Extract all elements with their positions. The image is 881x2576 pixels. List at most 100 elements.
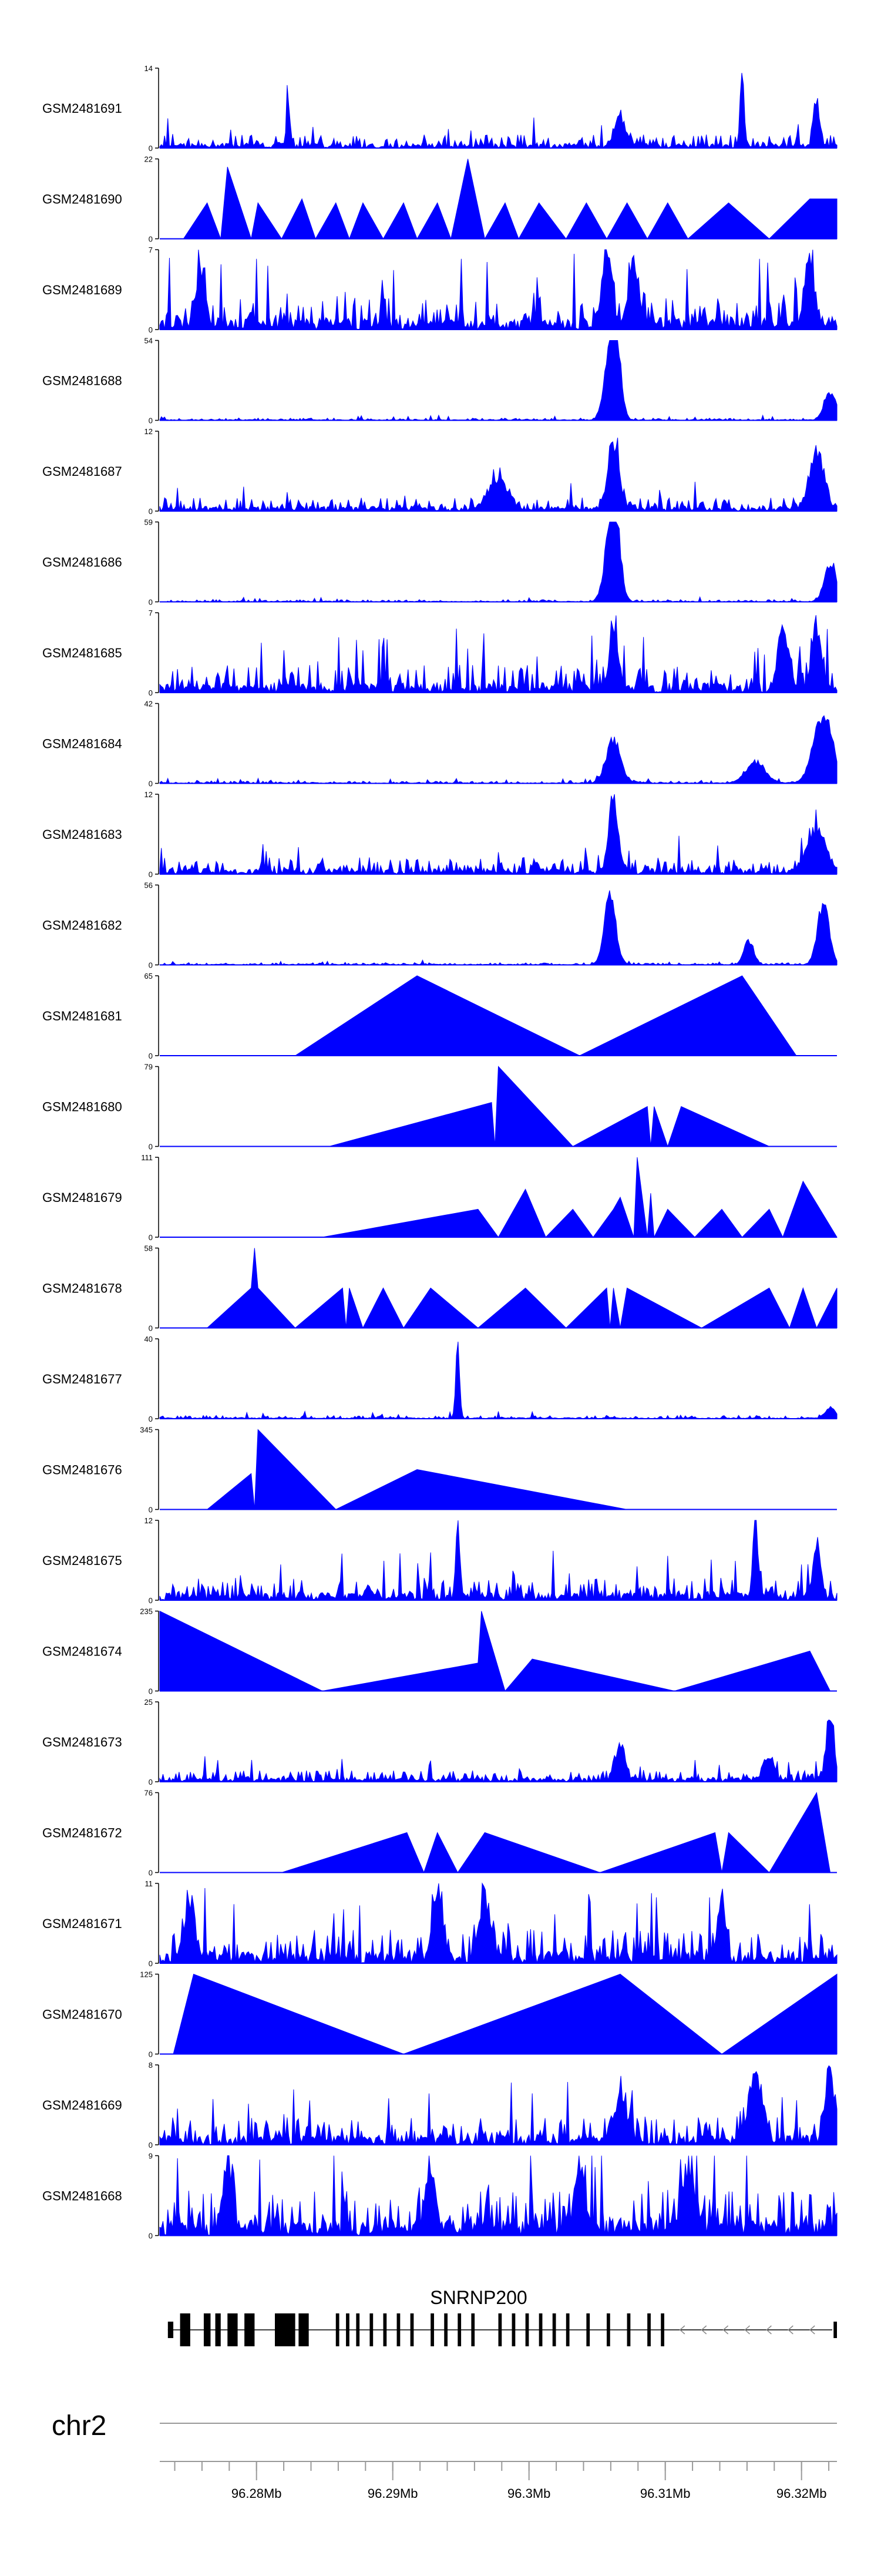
track-GSM2481688: GSM2481688 54 0 — [42, 337, 838, 425]
strand-chevron — [701, 2325, 707, 2335]
gene-label: SNRNP200 — [430, 2287, 527, 2308]
signal-area — [159, 1719, 838, 1783]
y-tick-label-zero: 0 — [149, 1506, 153, 1514]
exon-block — [444, 2313, 448, 2346]
exon-block — [498, 2313, 502, 2346]
signal-area — [294, 975, 797, 1056]
track-label: GSM2481675 — [42, 1553, 122, 1568]
y-tick-label-zero: 0 — [149, 2141, 153, 2150]
track-GSM2481670: GSM2481670 125 0 — [42, 1970, 838, 2059]
strand-chevron — [788, 2325, 793, 2335]
y-tick-label-max: 42 — [144, 700, 153, 708]
exon-block — [627, 2313, 631, 2346]
signal-area — [159, 438, 838, 512]
track-GSM2481676: GSM2481676 345 0 — [42, 1426, 837, 1514]
y-tick-label-zero: 0 — [149, 1324, 153, 1333]
y-tick-label-max: 14 — [144, 64, 153, 73]
signal-area — [159, 715, 838, 784]
y-tick-label-zero: 0 — [149, 507, 153, 516]
signal-area — [159, 615, 838, 694]
track-GSM2481691: GSM2481691 14 0 — [42, 64, 838, 153]
track-label: GSM2481673 — [42, 1735, 122, 1749]
track-label: GSM2481672 — [42, 1826, 122, 1841]
signal-area — [173, 1973, 838, 2055]
y-tick-label-zero: 0 — [149, 2232, 153, 2241]
exon-block — [647, 2313, 651, 2346]
signal-area — [159, 1882, 838, 1964]
y-tick-label-max: 79 — [144, 1063, 153, 1072]
track-GSM2481668: GSM2481668 9 0 — [42, 2152, 838, 2241]
y-tick-label-zero: 0 — [149, 598, 153, 607]
y-tick-label-zero: 0 — [149, 1596, 153, 1605]
y-tick-label-zero: 0 — [149, 688, 153, 697]
track-label: GSM2481679 — [42, 1190, 122, 1205]
y-tick-label-max: 12 — [144, 427, 153, 436]
exon-block — [471, 2313, 475, 2346]
y-tick-label-max: 76 — [144, 1789, 153, 1798]
track-label: GSM2481686 — [42, 555, 122, 570]
y-tick-label-max: 12 — [144, 790, 153, 799]
exon-block — [606, 2313, 610, 2346]
y-tick-label-zero: 0 — [149, 144, 153, 153]
track-label: GSM2481684 — [42, 737, 122, 751]
track-label: GSM2481668 — [42, 2189, 122, 2204]
y-tick-label-zero: 0 — [149, 235, 153, 244]
signal-area — [322, 1157, 838, 1238]
exon-block — [335, 2313, 339, 2346]
track-label: GSM2481690 — [42, 192, 122, 207]
signal-area — [159, 890, 838, 966]
track-label: GSM2481677 — [42, 1372, 122, 1386]
y-tick-label-max: 8 — [149, 2061, 153, 2070]
signal-area — [159, 340, 838, 421]
exon-block — [180, 2313, 190, 2346]
track-label: GSM2481688 — [42, 374, 122, 388]
track-label: GSM2481685 — [42, 646, 122, 660]
signal-area — [159, 794, 838, 875]
y-tick-label-max: 7 — [149, 246, 153, 254]
track-GSM2481679: GSM2481679 111 0 — [42, 1153, 838, 1242]
track-label: GSM2481681 — [42, 1009, 122, 1023]
y-tick-label-max: 40 — [144, 1335, 153, 1344]
y-tick-label-max: 58 — [144, 1244, 153, 1253]
gene-model: SNRNP200 — [167, 2287, 837, 2346]
exon-block — [298, 2313, 309, 2346]
exon-block — [586, 2313, 590, 2346]
y-tick-label-max: 345 — [140, 1426, 153, 1435]
axis-tick-label: 96.31Mb — [640, 2486, 691, 2501]
axis-tick-label: 96.3Mb — [507, 2486, 550, 2501]
exon-block — [431, 2313, 434, 2346]
signal-area — [159, 1520, 838, 1601]
y-tick-label-zero: 0 — [149, 961, 153, 970]
track-GSM2481673: GSM2481673 25 0 — [42, 1698, 838, 1786]
y-tick-label-zero: 0 — [149, 870, 153, 879]
track-label: GSM2481691 — [42, 101, 122, 116]
exon-block — [552, 2313, 556, 2346]
exon-block — [346, 2313, 349, 2346]
y-tick-label-max: 54 — [144, 337, 153, 345]
exon-block — [458, 2313, 462, 2346]
exon-block — [410, 2313, 414, 2346]
y-tick-label-zero: 0 — [149, 1052, 153, 1060]
y-tick-label-zero: 0 — [149, 1687, 153, 1696]
track-label: GSM2481676 — [42, 1463, 122, 1477]
axis-tick-label: 96.29Mb — [368, 2486, 418, 2501]
track-GSM2481685: GSM2481685 7 0 — [42, 609, 838, 697]
y-tick-label-max: 22 — [144, 155, 153, 164]
strand-chevron — [766, 2325, 772, 2335]
axis-tick-label: 96.28Mb — [231, 2486, 282, 2501]
track-label: GSM2481670 — [42, 2007, 122, 2022]
track-label: GSM2481689 — [42, 283, 122, 297]
y-tick-label-zero: 0 — [149, 1778, 153, 1786]
y-tick-label-max: 9 — [149, 2152, 153, 2161]
y-tick-label-zero: 0 — [149, 780, 153, 788]
exon-block — [525, 2313, 529, 2346]
y-tick-label-zero: 0 — [149, 1415, 153, 1423]
signal-area — [329, 1066, 769, 1148]
track-GSM2481687: GSM2481687 12 0 — [42, 427, 838, 516]
signal-area — [159, 249, 838, 331]
exon-block — [215, 2313, 221, 2346]
exon-block — [566, 2313, 570, 2346]
track-GSM2481669: GSM2481669 8 0 — [42, 2061, 838, 2150]
track-label: GSM2481687 — [42, 464, 122, 479]
